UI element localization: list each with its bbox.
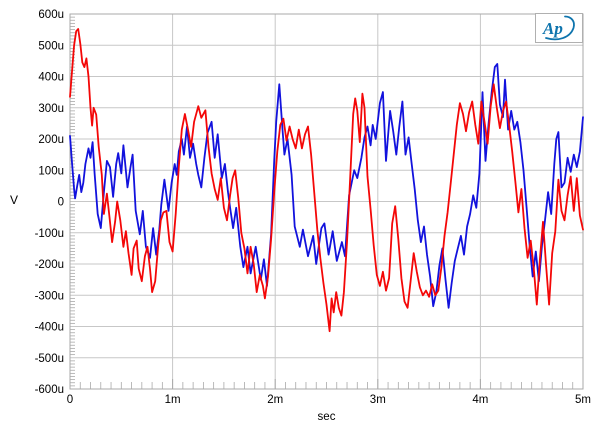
ap-logo-text: Ap [542, 19, 563, 38]
y-tick-label: -300u [35, 290, 64, 302]
y-tick-label: 100u [38, 165, 64, 177]
x-axis-unit-label: sec [317, 411, 336, 423]
channel-blue-trace [69, 63, 584, 309]
y-tick-label: -600u [35, 384, 64, 396]
x-tick-label: 4m [472, 394, 488, 406]
y-tick-label: -200u [35, 259, 64, 271]
x-tick-label: 2m [267, 394, 283, 406]
y-tick-label: 500u [38, 40, 64, 52]
ap-logo-swoosh [545, 15, 575, 41]
ap-logo-graphic: Ap [542, 15, 575, 41]
y-tick-label: 200u [38, 134, 64, 146]
channel-red-trace [69, 28, 584, 333]
y-axis-unit-label: V [10, 193, 19, 207]
y-tick-label: 600u [38, 9, 64, 21]
plot-border [69, 13, 584, 390]
x-tick-label: 5m [575, 394, 591, 406]
y-tick-label: -400u [35, 322, 64, 334]
y-tick-label: -500u [35, 353, 64, 365]
y-tick-label: -100u [35, 228, 64, 240]
x-tick-label: 0 [67, 394, 73, 406]
y-tick-label: 0 [58, 197, 64, 209]
y-tick-label: 300u [38, 103, 64, 115]
y-tick-label: 400u [38, 72, 64, 84]
audio-precision-logo: Ap [535, 13, 583, 43]
x-tick-label: 3m [370, 394, 386, 406]
x-tick-label: 1m [165, 394, 181, 406]
